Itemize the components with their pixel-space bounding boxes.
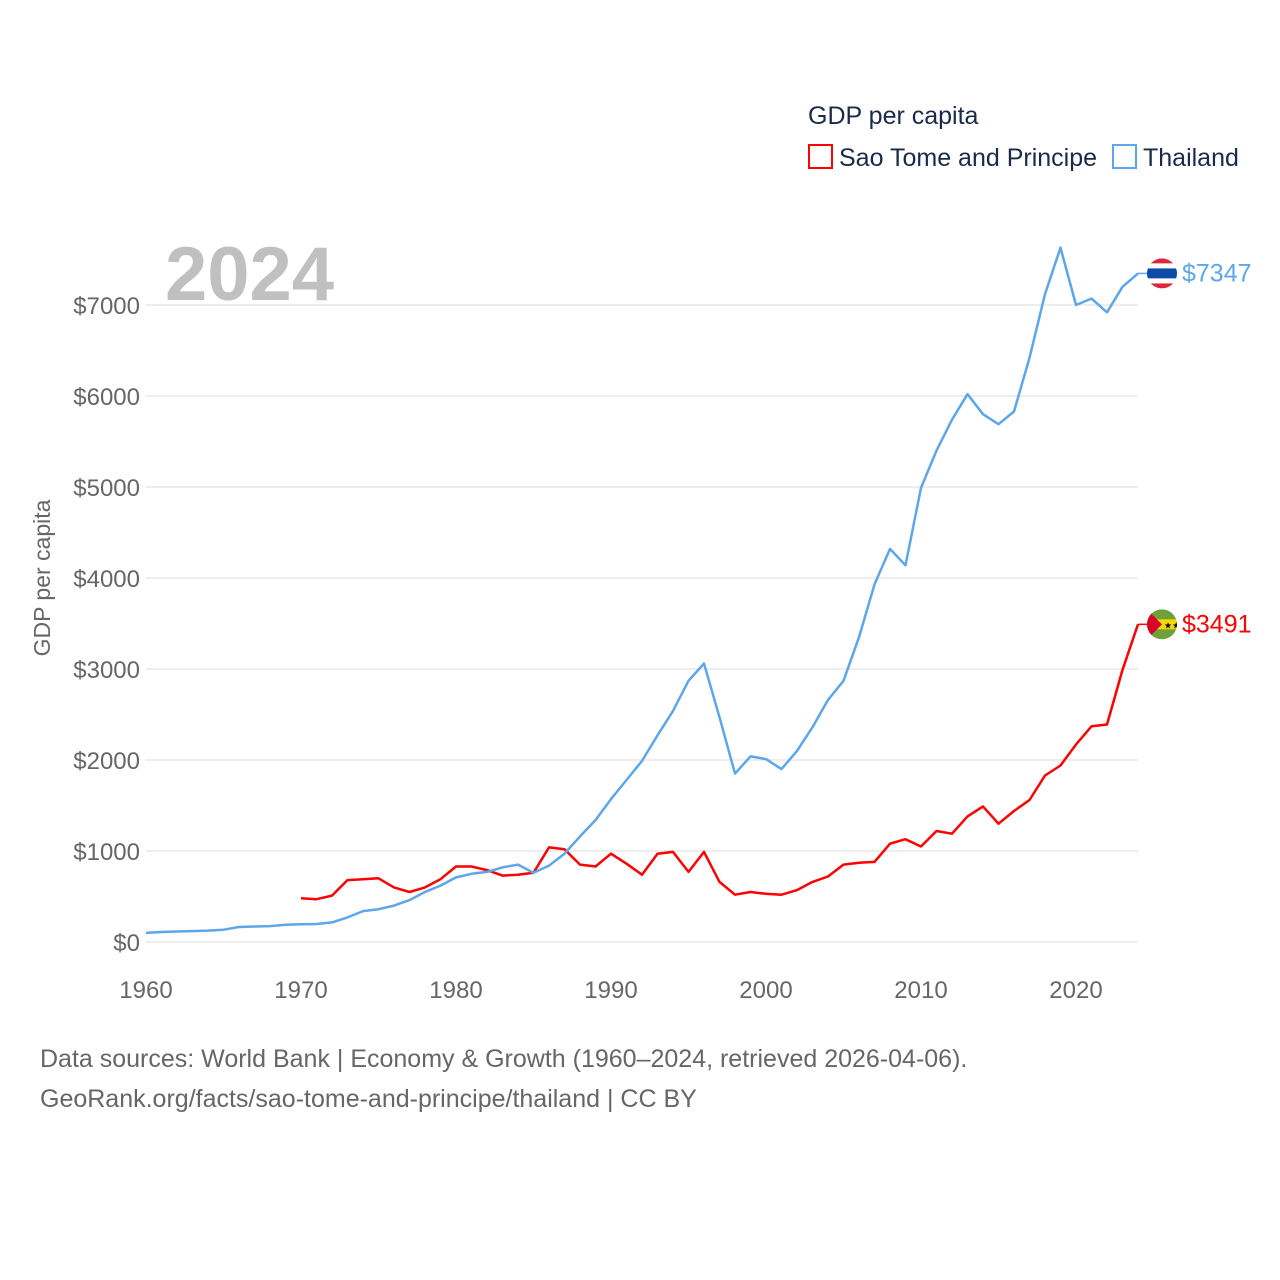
- x-tick-label: 1970: [274, 977, 327, 1004]
- y-tick-label: $7000: [73, 293, 140, 320]
- end-value-label: $3491: [1182, 610, 1252, 638]
- sao-tome-flag-icon: ★★: [1147, 609, 1180, 640]
- y-tick-label: $3000: [73, 657, 140, 684]
- y-tick-label: $4000: [73, 566, 140, 593]
- y-axis-ticks: $0 $1000 $2000 $3000 $4000 $5000 $6000 $7000: [73, 293, 140, 957]
- x-tick-label: 2010: [894, 977, 947, 1004]
- gridlines: [146, 304, 1138, 943]
- y-tick-label: $6000: [73, 384, 140, 411]
- year-watermark: 2024: [165, 232, 334, 317]
- legend-label-thailand[interactable]: Thailand: [1143, 144, 1239, 172]
- y-tick-label: $1000: [73, 839, 140, 866]
- y-tick-label: $5000: [73, 475, 140, 502]
- legend-swatch-thailand[interactable]: [1112, 144, 1137, 169]
- x-tick-label: 1990: [584, 977, 637, 1004]
- footer-sources: Data sources: World Bank | Economy & Gro…: [40, 1045, 968, 1073]
- end-value-label: $7347: [1182, 259, 1252, 287]
- y-tick-label: $0: [113, 930, 140, 957]
- svg-text:★★: ★★: [1164, 620, 1180, 630]
- series-end-markers: ★★ $3491 $7347: [1138, 258, 1252, 640]
- legend-swatch-sao-tome[interactable]: [808, 144, 833, 169]
- thailand-flag-icon: [1147, 258, 1177, 289]
- x-tick-label: 1980: [429, 977, 482, 1004]
- legend: GDP per capita Sao Tome and Principe Tha…: [808, 102, 1239, 172]
- y-axis-label: GDP per capita: [29, 499, 55, 656]
- footer-link[interactable]: GeoRank.org/facts/sao-tome-and-principe/…: [40, 1085, 697, 1113]
- series-line-sao-tome[interactable]: [300, 623, 1140, 901]
- x-tick-label: 2000: [739, 977, 792, 1004]
- x-tick-label: 1960: [119, 977, 172, 1004]
- legend-title: GDP per capita: [808, 102, 979, 130]
- legend-label-sao-tome[interactable]: Sao Tome and Principe: [839, 144, 1097, 172]
- x-tick-label: 2020: [1049, 977, 1102, 1004]
- series-line-thailand[interactable]: [145, 246, 1139, 935]
- x-axis-ticks: 1960 1970 1980 1990 2000 2010 2020: [119, 977, 1102, 1004]
- y-tick-label: $2000: [73, 748, 140, 775]
- series-lines: [145, 246, 1140, 935]
